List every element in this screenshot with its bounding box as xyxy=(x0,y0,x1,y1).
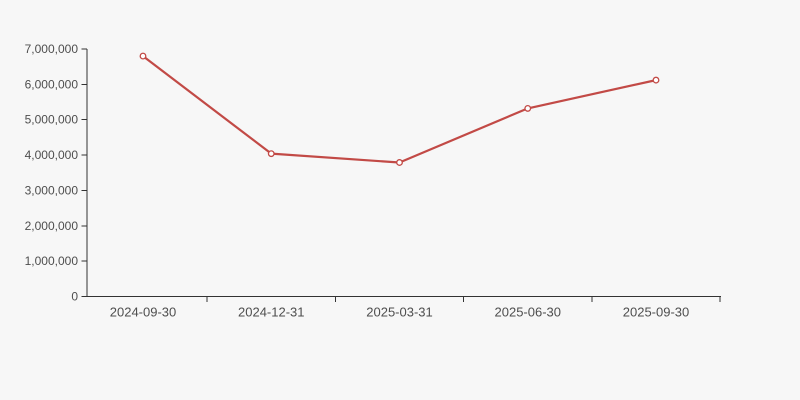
series-line xyxy=(141,54,658,164)
data-point-marker xyxy=(524,104,532,112)
x-tick-label: 2025-06-30 xyxy=(495,305,562,320)
y-tick-label: 7,000,000 xyxy=(25,42,79,56)
y-tick-label: 1,000,000 xyxy=(25,254,79,268)
y-tick-label: 0 xyxy=(71,290,78,304)
data-point-marker xyxy=(139,52,147,60)
x-tick-label: 2024-12-31 xyxy=(238,305,305,320)
x-tick-label: 2025-03-31 xyxy=(366,305,433,320)
data-point-marker xyxy=(396,159,403,166)
data-point-marker xyxy=(267,150,275,158)
x-tick-label: 2025-09-30 xyxy=(623,305,690,320)
y-tick-label: 2,000,000 xyxy=(25,219,79,233)
y-tick-label: 5,000,000 xyxy=(25,113,79,127)
data-point-marker xyxy=(652,76,660,84)
y-tick-label: 4,000,000 xyxy=(25,148,79,162)
y-tick-label: 3,000,000 xyxy=(25,183,79,197)
x-tick-label: 2024-09-30 xyxy=(110,305,177,320)
y-tick-label: 6,000,000 xyxy=(25,77,79,91)
